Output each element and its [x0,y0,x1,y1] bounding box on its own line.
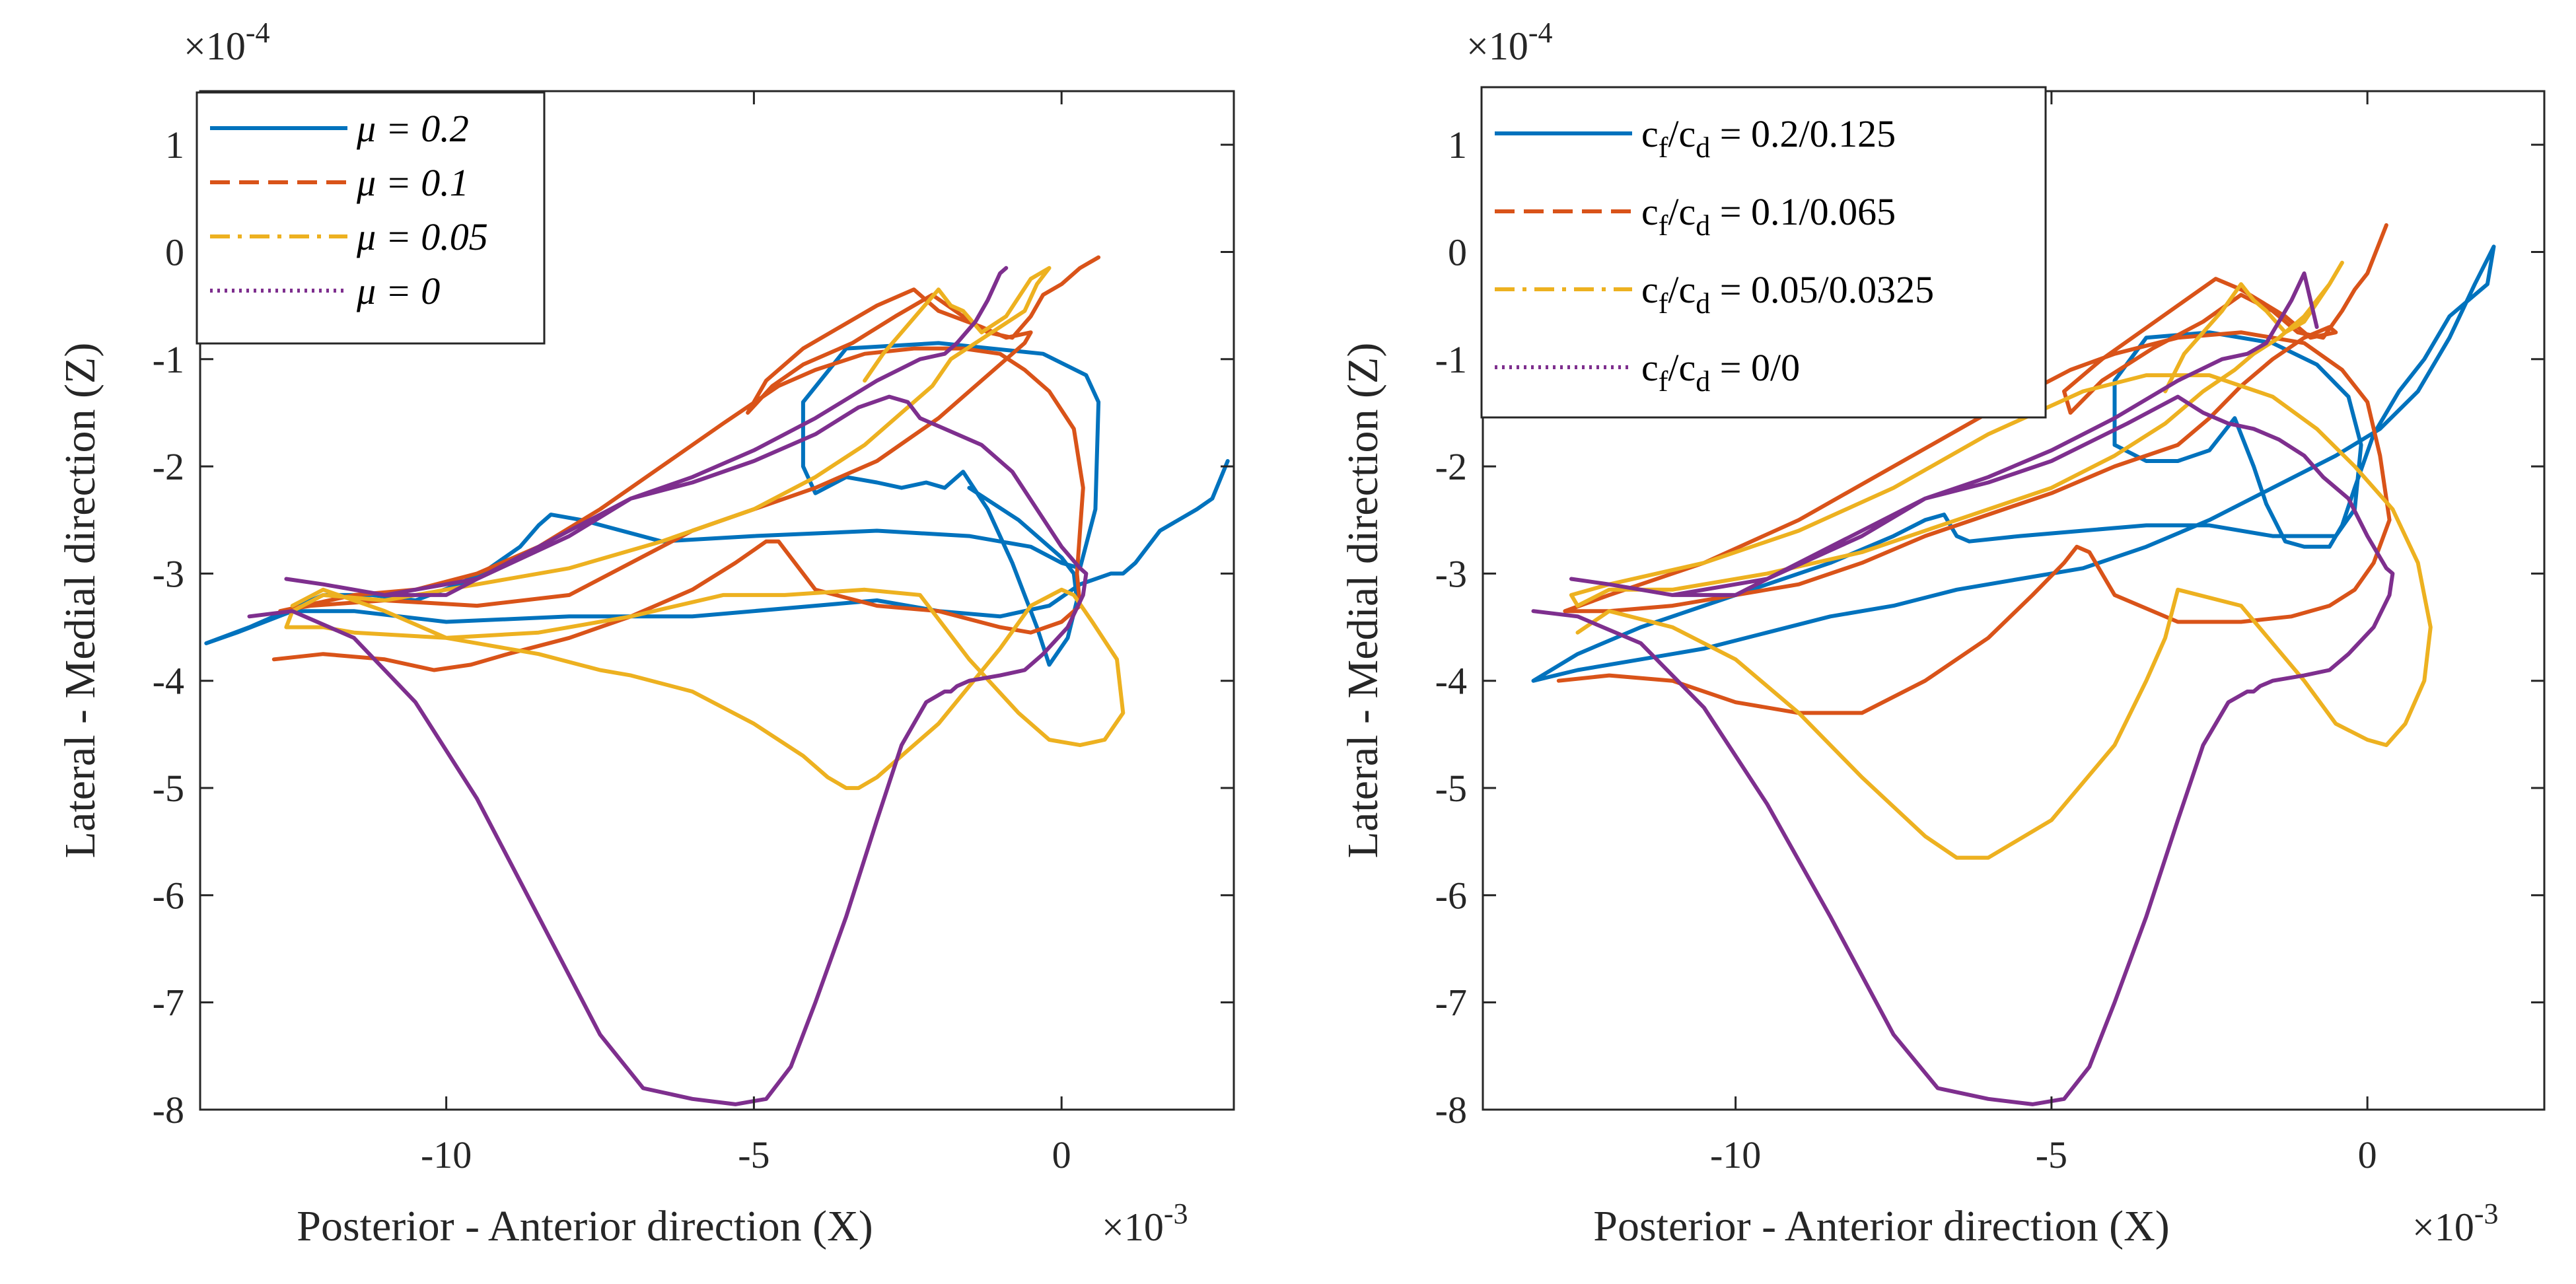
y-tick-label: -2 [1435,445,1467,488]
legend-entry-3: μ = 0 [356,269,440,312]
y-tick-label: 1 [1448,124,1467,166]
x-axis-multiplier: ×10-3 [1102,1197,1188,1249]
series-line-2 [1569,260,2433,860]
y-tick-label: -1 [153,338,184,381]
y-tick-label: -3 [153,552,184,595]
y-axis-multiplier: ×10-4 [184,17,270,68]
series-line-3 [1531,271,2395,1106]
axes-box [199,90,1235,1111]
y-axis-label: Lateral - Medial direction (Z) [1339,343,1387,859]
y-tick-label: -4 [153,660,184,703]
legend-entry-2: μ = 0.05 [356,215,488,258]
legend-entry-0: μ = 0.2 [356,107,469,150]
y-tick-label: -8 [153,1088,184,1131]
x-tick-label: -10 [1710,1133,1761,1176]
x-axis-label: Posterior - Anterior direction (X) [297,1202,873,1250]
y-tick-label: -6 [1435,874,1467,917]
y-tick-label: -7 [153,981,184,1024]
x-axis-multiplier: ×10-3 [2412,1197,2499,1249]
legend-box [196,91,546,345]
x-tick-label: -5 [738,1133,769,1176]
series-line-2 [284,266,1126,791]
y-tick-label: 1 [165,124,184,166]
y-tick-label: -5 [153,767,184,810]
x-axis-label: Posterior - Anterior direction (X) [1593,1202,2169,1250]
y-tick-label: -2 [153,445,184,488]
y-tick-label: -5 [1435,767,1467,810]
left-chart-panel: -10 -5 0 1 0 -1 -2 -3 -4 -5 -6 -7 -8 ×10-4 ×10-3 Poster… [56,17,1235,1250]
legend-entry-0: cf/cd = 0.2/0.125 [1641,112,1896,164]
legend-entry-1: μ = 0.1 [356,161,469,204]
y-tick-label: -3 [1435,552,1467,595]
legend-entry-1: cf/cd = 0.1/0.065 [1641,190,1896,242]
series-line-0 [1531,244,2496,683]
legend-entry-2: cf/cd = 0.05/0.0325 [1641,268,1934,320]
legend: cf/cd = 0.2/0.125 cf/cd = 0.1/0.065 cf/cd … [1480,86,2047,419]
y-tick-label: -6 [153,874,184,917]
x-tick-label: -5 [2036,1133,2067,1176]
legend-entry-3: cf/cd = 0/0 [1641,346,1800,398]
legend: μ = 0.2 μ = 0.1 μ = 0.05 μ = 0 [196,91,546,345]
series-line-3 [247,266,1089,1106]
y-tick-label: 0 [1448,231,1467,273]
y-axis-label: Lateral - Medial direction (Z) [56,343,104,859]
legend-box [1480,86,2047,419]
y-tick-label: -4 [1435,660,1467,703]
y-axis-multiplier: ×10-4 [1466,17,1553,68]
series-line-1 [1556,223,2392,715]
x-tick-label: 0 [1052,1133,1071,1176]
x-tick-label: 0 [2358,1133,2377,1176]
x-tick-label: -10 [421,1133,472,1176]
y-tick-label: -8 [1435,1088,1467,1131]
right-chart-panel: -10 -5 0 1 0 -1 -2 -3 -4 -5 -6 -7 -8 ×10-4 ×10-3 Poster… [1339,17,2546,1250]
series-line-1 [271,255,1101,672]
y-tick-label: 0 [165,231,184,273]
y-tick-label: -1 [1435,338,1467,381]
y-tick-label: -7 [1435,981,1467,1024]
